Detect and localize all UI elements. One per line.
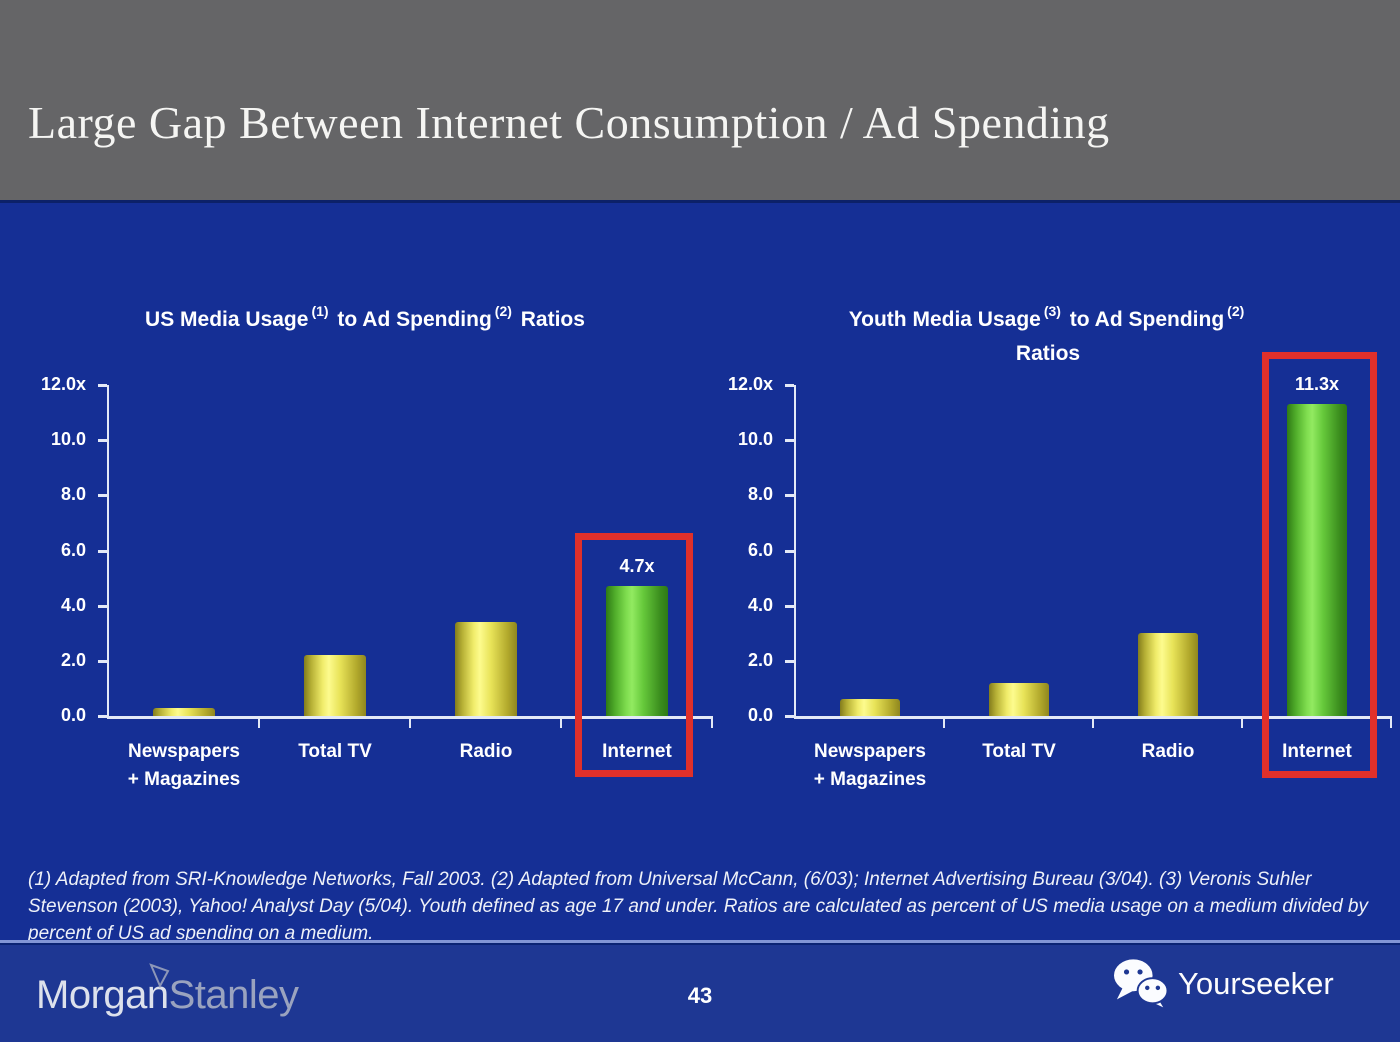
bar-value-label: 11.3x	[1294, 374, 1340, 394]
bar-radio	[1138, 633, 1198, 716]
morgan-stanley-triangle-icon	[149, 963, 170, 989]
x-category-label: Radio	[459, 741, 513, 762]
y-tick	[98, 659, 107, 663]
x-axis	[794, 716, 1392, 719]
x-category-label: Internet	[1282, 741, 1352, 762]
y-tick	[785, 439, 794, 443]
y-tick-label: 10.0	[50, 429, 86, 450]
y-tick-label: 6.0	[747, 539, 773, 560]
title-text: Youth Media Usage	[848, 308, 1041, 331]
x-tick	[409, 719, 411, 728]
x-category-label: Radio	[1141, 741, 1195, 762]
x-tick	[711, 719, 713, 728]
y-tick-label: 10.0	[737, 429, 773, 450]
y-tick-label: 4.0	[747, 594, 773, 615]
y-tick-label: 0.0	[60, 705, 86, 725]
logo-text-morgan: Morgan	[36, 973, 169, 1017]
y-tick	[785, 494, 794, 498]
y-axis	[794, 385, 796, 719]
title-text: Ratios	[520, 308, 585, 331]
bar-internet	[1287, 404, 1347, 716]
y-tick	[98, 494, 107, 498]
bar-internet	[606, 586, 668, 716]
x-tick	[1241, 719, 1243, 728]
x-category-label: Newspapers + Magazines	[813, 741, 927, 790]
bar-newspapers	[153, 708, 215, 716]
title-text: US Media Usage	[145, 308, 309, 331]
bar-value-label: 4.7x	[619, 556, 655, 576]
footnote-marker: (2)	[1227, 303, 1245, 319]
y-tick	[98, 715, 107, 718]
title-text: to Ad Spending	[337, 308, 492, 331]
y-tick-label: 12.0x	[727, 374, 773, 394]
y-tick-label: 6.0	[60, 539, 86, 560]
y-tick-label: 0.0	[747, 705, 773, 725]
bar-newspapers	[840, 699, 900, 716]
y-tick-label: 8.0	[60, 484, 86, 505]
y-tick	[785, 715, 794, 718]
y-tick	[98, 439, 107, 443]
logo-text-stanley: Stanley	[168, 973, 299, 1017]
y-tick-label: 2.0	[747, 649, 773, 670]
x-tick	[943, 719, 945, 728]
y-tick-label: 8.0	[747, 484, 773, 505]
footnote-marker: (1)	[311, 303, 329, 319]
watermark-label: Yourseeker	[1178, 966, 1334, 1001]
footnote: (1) Adapted from SRI-Knowledge Networks,…	[28, 869, 1368, 944]
y-tick	[785, 604, 794, 608]
bar-total-tv	[304, 655, 366, 716]
highlight-box-us-internet	[575, 533, 693, 777]
bar-total-tv	[989, 683, 1049, 716]
y-tick-label: 12.0x	[40, 374, 86, 394]
x-tick	[560, 719, 562, 728]
slide-header: Large Gap Between Internet Consumption /…	[0, 0, 1400, 200]
y-tick	[785, 384, 794, 387]
y-tick-label: 4.0	[60, 594, 86, 615]
watermark: Yourseeker	[1112, 957, 1334, 1011]
page-number: 43	[687, 983, 713, 1008]
x-category-label: Newspapers + Magazines	[127, 741, 241, 790]
title-text: to Ad Spending	[1069, 308, 1225, 331]
x-category-label: Internet	[602, 741, 672, 762]
footnote-marker: (2)	[494, 303, 512, 319]
y-tick-label: 2.0	[60, 649, 86, 670]
youth-chart-title: Youth Media Usage (3) to Ad Spending (2) R…	[748, 296, 1348, 371]
us-chart-title: US Media Usage (1) to Ad Spending (2) Rati…	[65, 296, 665, 337]
wechat-icon	[1114, 959, 1169, 1011]
x-tick	[258, 719, 260, 728]
y-tick	[98, 384, 107, 387]
y-tick	[98, 549, 107, 553]
title-text: Ratios	[1015, 342, 1081, 365]
x-category-label: Total TV	[982, 741, 1056, 762]
slide-title: Large Gap Between Internet Consumption /…	[28, 97, 1110, 148]
x-tick	[1092, 719, 1094, 728]
slide-footer: MorganStanley 43 Yourseeker	[0, 945, 1400, 1042]
y-tick	[785, 659, 794, 663]
x-category-label: Total TV	[298, 741, 372, 762]
header-divider	[0, 200, 1400, 203]
footer-divider	[0, 940, 1400, 943]
x-tick	[1390, 719, 1392, 728]
footnote-marker: (3)	[1043, 303, 1061, 319]
bar-radio	[455, 622, 517, 716]
x-axis	[107, 716, 713, 719]
morgan-stanley-logo: MorganStanley	[36, 971, 299, 1019]
y-tick	[98, 604, 107, 608]
highlight-box-youth-internet	[1262, 352, 1377, 778]
y-axis	[107, 385, 109, 719]
y-tick	[785, 549, 794, 553]
footer-divider-shadow	[0, 943, 1400, 945]
